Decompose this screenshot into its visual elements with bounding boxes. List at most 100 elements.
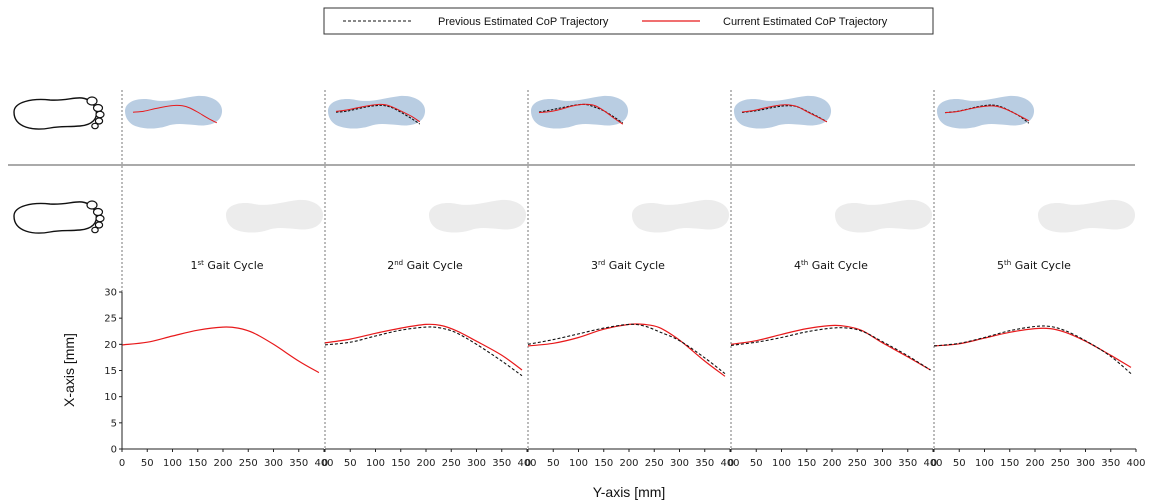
x-tick-label: 100 [163, 458, 182, 469]
y-axis-label: X-axis [mm] [61, 333, 77, 407]
x-tick-label: 300 [873, 458, 892, 469]
x-tick-label: 250 [848, 458, 867, 469]
x-tick-label: 150 [1000, 458, 1019, 469]
insole-current-trajectory [335, 103, 421, 123]
insole-active-5 [937, 95, 1035, 129]
insole-idle-shape [429, 199, 527, 233]
cycle-title: 4th Gait Cycle [794, 259, 868, 272]
insole-active-4 [734, 95, 832, 129]
x-tick-label: 300 [264, 458, 283, 469]
insole-active-shape [125, 95, 223, 129]
insole-idle-shape [835, 199, 933, 233]
x-tick-label: 200 [822, 458, 841, 469]
current-trajectory-line [324, 323, 523, 371]
insole-idle-shape [1038, 199, 1136, 233]
insole-active-shape [734, 95, 832, 129]
x-tick-label: 350 [898, 458, 917, 469]
current-trajectory-line [730, 324, 931, 371]
insole-idle-1 [226, 199, 324, 233]
x-tick-label: 100 [366, 458, 385, 469]
x-tick-label: 50 [344, 458, 357, 469]
foot-outline-icon [13, 96, 105, 130]
x-tick-label: 0 [119, 458, 125, 469]
current-trajectory-line [933, 327, 1132, 368]
cycle-title: 1st Gait Cycle [190, 259, 263, 272]
insole-active-1 [125, 95, 223, 129]
legend-solid-label: Current Estimated CoP Trajectory [723, 16, 888, 28]
legend-dashed-label: Previous Estimated CoP Trajectory [438, 16, 609, 28]
x-tick-label: 400 [314, 458, 333, 469]
x-tick-label: 50 [547, 458, 560, 469]
insole-idle-3 [632, 199, 730, 233]
current-trajectory-line [527, 323, 726, 377]
y-tick-label: 10 [104, 392, 117, 403]
x-tick-label: 350 [289, 458, 308, 469]
y-tick-label: 15 [104, 366, 117, 377]
x-tick-label: 150 [797, 458, 816, 469]
x-tick-label: 300 [1076, 458, 1095, 469]
x-tick-label: 350 [1101, 458, 1120, 469]
x-tick-label: 400 [923, 458, 942, 469]
cycle-title: 5th Gait Cycle [997, 259, 1071, 272]
previous-trajectory-line [527, 323, 726, 375]
x-tick-label: 250 [1051, 458, 1070, 469]
insole-idle-5 [1038, 199, 1136, 233]
x-tick-label: 200 [213, 458, 232, 469]
legend-box [323, 7, 934, 35]
x-tick-label: 150 [391, 458, 410, 469]
x-tick-label: 150 [188, 458, 207, 469]
cycle-title: 3rd Gait Cycle [591, 259, 665, 272]
insole-idle-shape [632, 199, 730, 233]
x-axis-label: Y-axis [mm] [593, 484, 666, 500]
cycle-title: 2nd Gait Cycle [387, 259, 463, 272]
current-trajectory-line [121, 326, 320, 374]
insole-current-trajectory [538, 103, 624, 125]
x-tick-label: 200 [1025, 458, 1044, 469]
insole-active-3 [531, 95, 629, 129]
insole-active-shape [531, 95, 629, 129]
foot-outline-icon [13, 200, 105, 234]
previous-trajectory-line [933, 325, 1132, 375]
x-tick-label: 50 [953, 458, 966, 469]
x-tick-label: 50 [141, 458, 154, 469]
y-tick-label: 30 [104, 288, 117, 299]
x-tick-label: 350 [492, 458, 511, 469]
insole-idle-4 [835, 199, 933, 233]
x-tick-label: 0 [322, 458, 328, 469]
x-tick-label: 400 [720, 458, 739, 469]
insole-active-shape [937, 95, 1035, 129]
x-tick-label: 50 [750, 458, 763, 469]
y-tick-label: 0 [111, 445, 117, 456]
x-tick-label: 100 [975, 458, 994, 469]
x-tick-label: 0 [525, 458, 531, 469]
x-tick-label: 200 [416, 458, 435, 469]
previous-trajectory-line [324, 326, 523, 377]
x-tick-label: 0 [728, 458, 734, 469]
x-tick-label: 400 [1126, 458, 1145, 469]
insole-idle-2 [429, 199, 527, 233]
y-tick-label: 25 [104, 314, 117, 325]
x-tick-label: 100 [772, 458, 791, 469]
insole-previous-trajectory [335, 104, 421, 125]
x-tick-label: 300 [670, 458, 689, 469]
insole-current-trajectory [132, 104, 218, 124]
x-tick-label: 300 [467, 458, 486, 469]
x-tick-label: 0 [931, 458, 937, 469]
x-tick-label: 250 [239, 458, 258, 469]
x-tick-label: 250 [442, 458, 461, 469]
x-tick-label: 350 [695, 458, 714, 469]
insole-active-shape [328, 95, 426, 129]
insole-idle-shape [226, 199, 324, 233]
x-tick-label: 200 [619, 458, 638, 469]
x-tick-label: 250 [645, 458, 664, 469]
y-tick-label: 20 [104, 340, 117, 351]
insole-current-trajectory [741, 104, 828, 123]
x-tick-label: 400 [517, 458, 536, 469]
x-tick-label: 100 [569, 458, 588, 469]
y-tick-label: 5 [111, 418, 117, 429]
previous-trajectory-line [730, 327, 931, 371]
legend: Previous Estimated CoP Trajectory Curren… [323, 7, 934, 35]
insole-current-trajectory [944, 105, 1030, 122]
